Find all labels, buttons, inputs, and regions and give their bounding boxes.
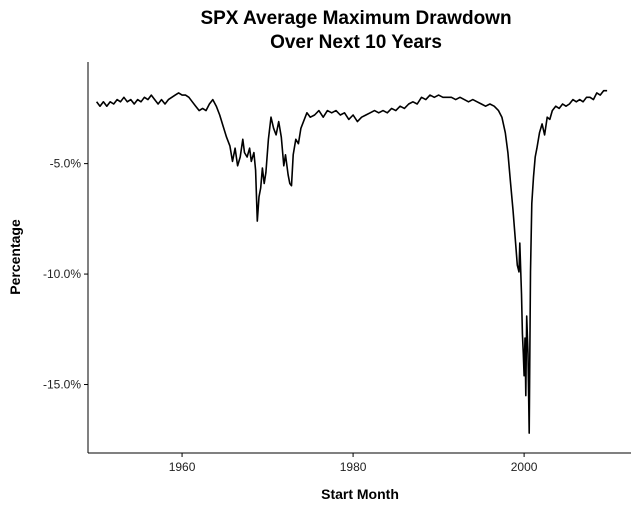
- x-tick-label: 1980: [340, 460, 367, 474]
- chart-title-line-1: SPX Average Maximum Drawdown: [200, 8, 511, 29]
- x-tick-label: 1960: [169, 460, 196, 474]
- chart-title-line-2: Over Next 10 Years: [270, 32, 442, 53]
- y-tick-label: -10.0%: [43, 267, 81, 281]
- plot-area: -5.0% -10.0% -15.0% 1960 1980 2000: [43, 62, 631, 474]
- series-line: [95, 89, 608, 434]
- x-axis-title: Start Month: [321, 486, 399, 502]
- x-axis-ticks: 1960 1980 2000: [169, 453, 538, 474]
- y-tick-label: -15.0%: [43, 378, 81, 392]
- y-axis-ticks: -5.0% -10.0% -15.0%: [43, 157, 88, 392]
- x-tick-label: 2000: [511, 460, 538, 474]
- y-axis-title: Percentage: [7, 219, 23, 295]
- y-tick-label: -5.0%: [50, 157, 82, 171]
